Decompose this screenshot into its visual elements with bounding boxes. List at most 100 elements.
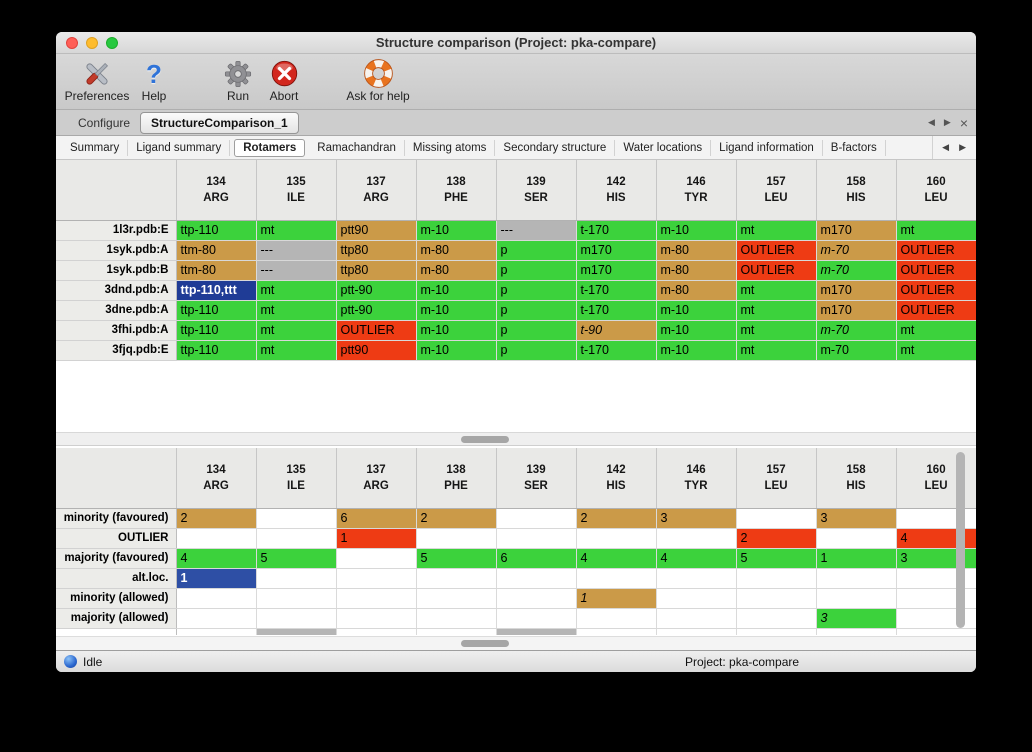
minimize-button[interactable] xyxy=(86,37,98,49)
value-cell[interactable]: 4 xyxy=(656,548,737,569)
value-cell[interactable] xyxy=(816,528,897,549)
residue-column-header[interactable]: 135 ILE xyxy=(256,160,337,221)
value-cell[interactable]: ttp-110 xyxy=(176,320,257,341)
value-cell[interactable]: 5 xyxy=(736,548,817,569)
value-cell[interactable]: mt xyxy=(736,220,817,241)
residue-column-header[interactable]: 138 PHE xyxy=(416,160,497,221)
value-cell[interactable]: 5 xyxy=(416,548,497,569)
value-cell[interactable] xyxy=(816,588,897,609)
value-cell[interactable]: p xyxy=(496,240,577,261)
residue-column-header[interactable]: 137 ARG xyxy=(336,160,417,221)
value-cell[interactable]: --- xyxy=(496,220,577,241)
value-cell[interactable]: ttm-80 xyxy=(176,240,257,261)
value-cell[interactable] xyxy=(576,528,657,549)
row-label[interactable]: 3dnd.pdb:A xyxy=(56,280,177,301)
value-cell[interactable]: m170 xyxy=(576,240,657,261)
value-cell[interactable]: --- xyxy=(256,240,337,261)
value-cell[interactable]: m-80 xyxy=(656,240,737,261)
residue-column-header[interactable]: 142 HIS xyxy=(576,448,657,509)
value-cell[interactable] xyxy=(496,568,577,589)
value-cell[interactable]: t-170 xyxy=(576,220,657,241)
value-cell[interactable]: t-170 xyxy=(576,300,657,321)
value-cell[interactable] xyxy=(256,588,337,609)
row-label[interactable]: 1syk.pdb:A xyxy=(56,240,177,261)
residue-column-header[interactable]: 142 HIS xyxy=(576,160,657,221)
value-cell[interactable] xyxy=(576,608,657,629)
value-cell[interactable] xyxy=(416,608,497,629)
value-cell[interactable]: mt xyxy=(256,280,337,301)
value-cell[interactable]: mt xyxy=(736,300,817,321)
value-cell[interactable]: ttp-110 xyxy=(176,220,257,241)
residue-column-header[interactable]: 158 HIS xyxy=(816,160,897,221)
value-cell[interactable]: 2 xyxy=(176,508,257,529)
abort-button[interactable]: Abort xyxy=(262,58,306,103)
value-cell[interactable]: OUTLIER xyxy=(736,240,817,261)
value-cell[interactable] xyxy=(496,608,577,629)
value-cell[interactable]: m-10 xyxy=(656,300,737,321)
value-cell[interactable]: 6 xyxy=(336,508,417,529)
row-label[interactable]: majority (allowed) xyxy=(56,608,177,629)
value-cell[interactable]: ptt90 xyxy=(336,340,417,361)
row-label[interactable]: minority (favoured) xyxy=(56,508,177,529)
value-cell[interactable]: ptt-90 xyxy=(336,300,417,321)
value-cell[interactable]: mt xyxy=(736,280,817,301)
value-cell[interactable] xyxy=(336,568,417,589)
value-cell[interactable]: m-70 xyxy=(816,320,897,341)
value-cell[interactable]: ttp-110 xyxy=(176,340,257,361)
subtab-summary[interactable]: Summary xyxy=(62,139,129,156)
row-label[interactable]: 1l3r.pdb:E xyxy=(56,220,177,241)
value-cell[interactable]: m170 xyxy=(816,300,897,321)
value-cell[interactable]: mt xyxy=(736,320,817,341)
value-cell[interactable] xyxy=(496,508,577,529)
subtab-b-factors[interactable]: B-factors xyxy=(823,139,886,156)
value-cell[interactable]: m-70 xyxy=(816,340,897,361)
value-cell[interactable]: m-80 xyxy=(416,260,497,281)
value-cell[interactable] xyxy=(496,588,577,609)
value-cell[interactable]: ptt-90 xyxy=(336,280,417,301)
subtab-water-locations[interactable]: Water locations xyxy=(615,139,712,156)
value-cell[interactable] xyxy=(176,608,257,629)
value-cell[interactable]: 4 xyxy=(176,548,257,569)
value-cell[interactable] xyxy=(656,588,737,609)
value-cell[interactable] xyxy=(416,568,497,589)
close-button[interactable] xyxy=(66,37,78,49)
value-cell[interactable]: OUTLIER xyxy=(736,260,817,281)
subtab-ligand-information[interactable]: Ligand information xyxy=(711,139,823,156)
value-cell[interactable]: m-10 xyxy=(656,220,737,241)
row-label[interactable]: 3fjq.pdb:E xyxy=(56,340,177,361)
subtab-ramachandran[interactable]: Ramachandran xyxy=(309,139,405,156)
value-cell[interactable] xyxy=(736,568,817,589)
residue-column-header[interactable]: 157 LEU xyxy=(736,448,817,509)
value-cell[interactable] xyxy=(416,528,497,549)
horizontal-scrollbar[interactable] xyxy=(56,636,976,650)
value-cell[interactable]: 2 xyxy=(416,508,497,529)
residue-column-header[interactable]: 134 ARG xyxy=(176,448,257,509)
tab-close-icon[interactable]: × xyxy=(959,114,968,131)
tab-structurecomparison-1[interactable]: StructureComparison_1 xyxy=(140,111,299,134)
value-cell[interactable]: --- xyxy=(256,260,337,281)
value-cell[interactable]: p xyxy=(496,340,577,361)
run-button[interactable]: Run xyxy=(218,58,258,103)
value-cell[interactable]: m-10 xyxy=(656,340,737,361)
residue-column-header[interactable]: 139 SER xyxy=(496,160,577,221)
value-cell[interactable] xyxy=(736,508,817,529)
residue-column-header[interactable]: 146 TYR xyxy=(656,448,737,509)
row-label[interactable]: alt.loc. xyxy=(56,568,177,589)
value-cell[interactable]: p xyxy=(496,320,577,341)
row-label[interactable]: minority (allowed) xyxy=(56,588,177,609)
residue-column-header[interactable]: 134 ARG xyxy=(176,160,257,221)
value-cell[interactable] xyxy=(256,608,337,629)
vertical-scrollbar-thumb[interactable] xyxy=(956,452,965,628)
value-cell[interactable] xyxy=(256,508,337,529)
value-cell[interactable]: 3 xyxy=(816,508,897,529)
residue-column-header[interactable]: 139 SER xyxy=(496,448,577,509)
value-cell[interactable] xyxy=(736,608,817,629)
value-cell[interactable]: m-10 xyxy=(416,220,497,241)
value-cell[interactable]: mt xyxy=(896,320,976,341)
splitter-grip[interactable] xyxy=(460,436,509,443)
value-cell[interactable] xyxy=(176,588,257,609)
value-cell[interactable] xyxy=(416,588,497,609)
subtab-scroll-left-icon[interactable]: ◀ xyxy=(942,142,950,152)
residue-column-header[interactable]: 137 ARG xyxy=(336,448,417,509)
value-cell[interactable]: 3 xyxy=(816,608,897,629)
